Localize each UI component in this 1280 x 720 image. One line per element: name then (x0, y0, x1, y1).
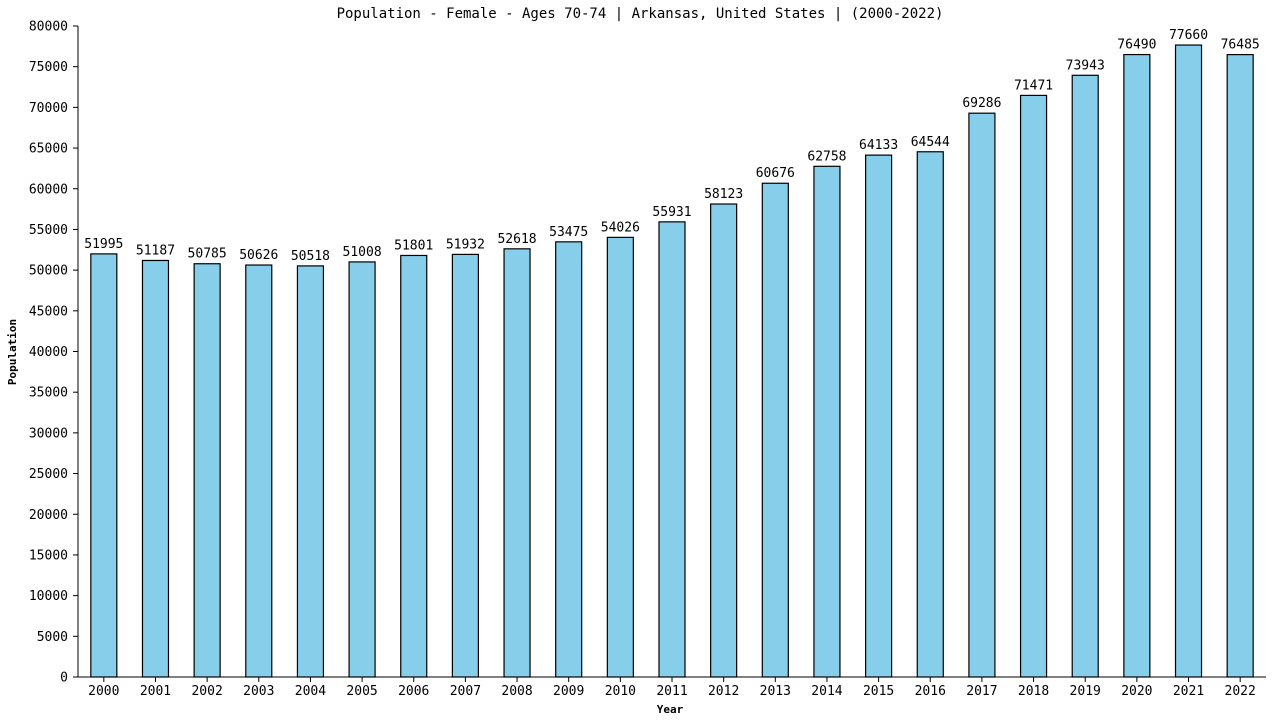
bar-value-label: 76485 (1221, 38, 1260, 53)
bar-value-label: 71471 (1014, 78, 1053, 93)
y-axis-label: Population (6, 319, 19, 385)
bar (658, 221, 686, 678)
bar (1019, 94, 1048, 678)
bar (968, 112, 996, 678)
bar (451, 253, 479, 678)
y-tick-label: 35000 (29, 386, 68, 401)
y-axis: 0 5000 10000 15000 20000 25000 30000 35000 40000… (29, 20, 79, 686)
x-tick-label: 2004 (295, 684, 326, 699)
bar (193, 263, 221, 678)
y-tick-label: 10000 (29, 589, 68, 604)
bar (710, 203, 738, 678)
bar-value-label: 50518 (291, 249, 330, 264)
bar-value-label: 55931 (652, 205, 691, 220)
y-tick-label: 75000 (29, 60, 68, 75)
data-labels-group: 51995 51187 50785 50626 50518 51008 51801 51932… (84, 28, 1259, 264)
bar-value-label: 50626 (239, 248, 278, 263)
bar-value-label: 62758 (807, 149, 846, 164)
bar-value-label: 60676 (756, 166, 795, 181)
bar-value-label: 51187 (136, 243, 175, 258)
x-tick-label: 2008 (501, 684, 532, 699)
x-tick-label: 2014 (811, 684, 842, 699)
y-tick-label: 50000 (29, 264, 68, 279)
bar (606, 236, 634, 678)
bar (813, 165, 841, 678)
bar (245, 264, 273, 678)
y-tick-label: 70000 (29, 101, 68, 116)
bar (348, 261, 376, 678)
bar (1226, 54, 1254, 678)
bar (296, 265, 325, 678)
bar (503, 248, 531, 678)
bar-value-label: 69286 (962, 96, 1001, 111)
bars-group (90, 44, 1254, 678)
bar (400, 254, 428, 678)
y-tick-label: 20000 (29, 508, 68, 523)
x-tick-label: 2005 (346, 684, 377, 699)
bar (141, 259, 170, 678)
y-tick-label: 15000 (29, 548, 68, 563)
bar-value-label: 54026 (601, 220, 640, 235)
x-tick-label: 2013 (760, 684, 791, 699)
y-tick-label: 25000 (29, 467, 68, 482)
y-tick-label: 40000 (29, 345, 68, 360)
bar-value-label: 53475 (549, 225, 588, 240)
bar-value-label: 64133 (859, 138, 898, 153)
bar (90, 253, 118, 678)
x-tick-label: 2011 (656, 684, 687, 699)
bar (1174, 44, 1203, 678)
x-tick-label: 2012 (708, 684, 739, 699)
x-tick-label: 2001 (140, 684, 171, 699)
y-tick-label: 45000 (29, 304, 68, 319)
x-axis: 2000 2001 2002 2003 2004 2005 2006 2007 2008 2009… (78, 676, 1266, 699)
chart-title: Population - Female - Ages 70-74 | Arkan… (337, 6, 944, 22)
x-tick-label: 2007 (450, 684, 481, 699)
x-axis-label: Year (657, 703, 684, 716)
bar-value-label: 58123 (704, 187, 743, 202)
y-tick-label: 60000 (29, 182, 68, 197)
x-tick-label: 2018 (1018, 684, 1049, 699)
bar-value-label: 51008 (343, 245, 382, 260)
x-tick-label: 2002 (191, 684, 222, 699)
bar-value-label: 52618 (497, 232, 536, 247)
bar (555, 241, 583, 678)
y-tick-label: 5000 (37, 630, 68, 645)
bar (1123, 53, 1151, 678)
y-tick-label: 65000 (29, 142, 68, 157)
x-tick-label: 2022 (1225, 684, 1256, 699)
x-tick-label: 2000 (88, 684, 119, 699)
bar (761, 182, 789, 678)
y-tick-label: 55000 (29, 223, 68, 238)
y-tick-label: 80000 (29, 20, 68, 35)
bar-value-label: 51995 (84, 237, 123, 252)
bar-value-label: 73943 (1066, 58, 1105, 73)
x-tick-label: 2006 (398, 684, 429, 699)
bar-value-label: 51801 (394, 238, 433, 253)
bar-value-label: 76490 (1117, 38, 1156, 53)
bar-value-label: 64544 (911, 135, 950, 150)
x-tick-label: 2020 (1121, 684, 1152, 699)
y-tick-label: 0 (60, 671, 68, 686)
x-tick-label: 2010 (605, 684, 636, 699)
x-tick-label: 2009 (553, 684, 584, 699)
bar-value-label: 51932 (446, 237, 485, 252)
x-tick-label: 2003 (243, 684, 274, 699)
bar-value-label: 50785 (188, 247, 227, 262)
x-tick-label: 2015 (863, 684, 894, 699)
bar-value-label: 77660 (1169, 28, 1208, 43)
x-tick-label: 2017 (966, 684, 997, 699)
x-tick-label: 2016 (915, 684, 946, 699)
bar (1071, 74, 1099, 678)
x-tick-label: 2021 (1173, 684, 1204, 699)
bar (865, 154, 893, 678)
bar (916, 151, 944, 678)
x-tick-label: 2019 (1070, 684, 1101, 699)
y-tick-label: 30000 (29, 426, 68, 441)
